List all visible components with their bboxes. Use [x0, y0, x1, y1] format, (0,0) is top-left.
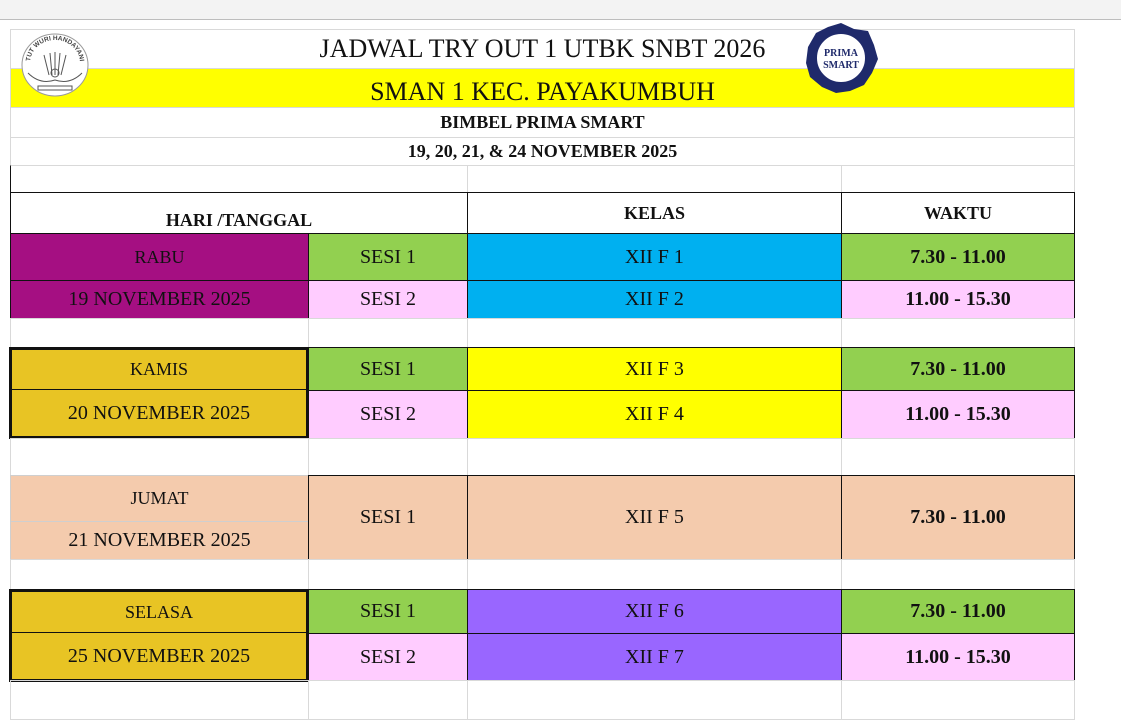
header-time: WAKTU [841, 192, 1075, 234]
session-cell: SESI 2 [308, 633, 468, 681]
tut-wuri-handayani-logo: TUT WURI HANDAYANI [20, 33, 90, 97]
class-cell: XII F 6 [467, 589, 842, 634]
time-cell: 11.00 - 15.30 [841, 280, 1075, 319]
class-cell: XII F 7 [467, 633, 842, 681]
day-selasa: SELASA [12, 592, 306, 633]
time-cell: 11.00 - 15.30 [841, 633, 1075, 681]
blank-cell [10, 559, 309, 590]
day-rabu: RABU [10, 233, 309, 281]
date-rabu: 19 NOVEMBER 2025 [10, 280, 309, 319]
prima-smart-logo: PRIMA SMART [802, 21, 880, 95]
blank-cell [841, 680, 1075, 720]
time-cell: 7.30 - 11.00 [841, 475, 1075, 560]
blank-cell [10, 318, 309, 348]
class-cell: XII F 2 [467, 280, 842, 319]
blank-cell [841, 165, 1075, 193]
blank-cell [467, 559, 842, 590]
day-jumat: JUMAT [10, 475, 309, 522]
blank-cell [841, 318, 1075, 348]
session-cell: SESI 1 [308, 589, 468, 634]
blank-cell [10, 165, 468, 193]
session-cell: SESI 1 [308, 347, 468, 391]
blank-cell [308, 559, 468, 590]
dates: 19, 20, 21, & 24 NOVEMBER 2025 [10, 137, 1075, 166]
blank-cell [467, 680, 842, 720]
class-cell: XII F 5 [467, 475, 842, 560]
blank-cell [841, 559, 1075, 590]
date-jumat: 21 NOVEMBER 2025 [10, 521, 309, 560]
sheet-title: JADWAL TRY OUT 1 UTBK SNBT 2026 [10, 29, 1075, 69]
class-cell: XII F 4 [467, 390, 842, 439]
day-kamis: KAMIS [12, 350, 306, 390]
blank-cell [308, 318, 468, 348]
blank-cell [10, 680, 309, 720]
class-cell: XII F 1 [467, 233, 842, 281]
session-cell: SESI 1 [308, 233, 468, 281]
blank-cell [467, 438, 842, 476]
time-cell: 7.30 - 11.00 [841, 589, 1075, 634]
date-selasa: 25 NOVEMBER 2025 [12, 634, 306, 679]
toolbar [0, 0, 1121, 20]
organizer: BIMBEL PRIMA SMART [10, 107, 1075, 138]
svg-text:PRIMA: PRIMA [824, 48, 859, 59]
svg-text:SMART: SMART [823, 60, 859, 71]
blank-cell [467, 318, 842, 348]
time-cell: 11.00 - 15.30 [841, 390, 1075, 439]
time-cell: 7.30 - 11.00 [841, 347, 1075, 391]
blank-cell [308, 438, 468, 476]
blank-cell [467, 165, 842, 193]
header-day: HARI /TANGGAL [10, 192, 468, 234]
class-cell: XII F 3 [467, 347, 842, 391]
header-class: KELAS [467, 192, 842, 234]
session-cell: SESI 2 [308, 280, 468, 319]
blank-cell [308, 680, 468, 720]
time-cell: 7.30 - 11.00 [841, 233, 1075, 281]
blank-cell [841, 438, 1075, 476]
blank-cell [10, 438, 309, 476]
date-kamis: 20 NOVEMBER 2025 [12, 391, 306, 436]
session-cell: SESI 1 [308, 475, 468, 560]
session-cell: SESI 2 [308, 390, 468, 439]
school-name: SMAN 1 KEC. PAYAKUMBUH [10, 68, 1075, 108]
